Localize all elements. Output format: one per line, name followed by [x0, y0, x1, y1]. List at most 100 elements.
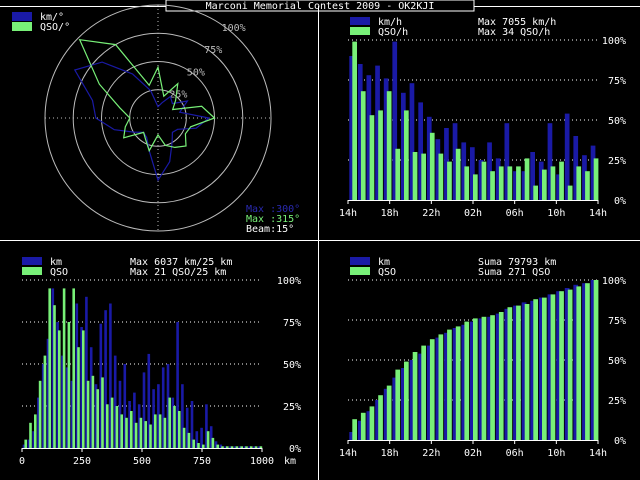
bar-qso-total [464, 321, 470, 440]
bar-qso-per-hour [593, 158, 599, 200]
bar-km [176, 322, 179, 448]
bar-km [219, 444, 223, 448]
y-tick-label: 100% [602, 36, 626, 47]
bar-km-per-hour [582, 155, 587, 200]
legend-label-km-deg: km/° [40, 12, 64, 23]
bar-km-per-hour [530, 152, 535, 200]
legend-swatch-km-total [350, 257, 370, 265]
bar-km [257, 446, 261, 448]
legend-label-qso-deg: QSO/° [40, 22, 70, 33]
bar-km-total [521, 302, 527, 440]
bar-km-per-hour [538, 161, 544, 200]
polar-ring-label: 50% [187, 68, 205, 79]
cumulative-totals-chart-panel: 0% 25% 50% 75% 100% 14h 18h 22h 02h 06h 10h 14h km Su… [339, 257, 626, 459]
bar-km-total [357, 420, 363, 440]
bar-km-total [426, 345, 432, 440]
bar-km-per-hour [513, 171, 518, 200]
bar-km-total [513, 305, 518, 440]
bar-km-per-hour [495, 158, 501, 200]
bar-km-total [573, 284, 579, 440]
polar-ring-label: 75% [204, 45, 222, 56]
x-tick-label: 14h [589, 448, 607, 459]
bar-qso [58, 330, 61, 448]
bar-qso [245, 446, 248, 448]
bar-qso-total [533, 299, 538, 440]
bar-km [229, 446, 232, 448]
bar-qso-per-hour [464, 166, 470, 200]
bar-qso [192, 439, 195, 448]
legend-swatch-km-deg [12, 12, 32, 21]
bar-qso [187, 432, 191, 448]
bar-km-total [444, 332, 449, 440]
bar-km [104, 310, 107, 448]
bar-km [99, 323, 103, 448]
bar-km-per-hour [521, 171, 527, 200]
bar-km-per-hour [409, 83, 415, 200]
legend-stat-qso-total: Suma 271 QSO [478, 267, 550, 278]
bar-km-per-hour [401, 92, 406, 200]
bar-qso-total [404, 361, 409, 440]
x-tick-label: 02h [464, 208, 482, 219]
bar-km [171, 397, 175, 448]
legend-stat-km-per-hour: Max 7055 km/h [478, 17, 556, 28]
legend-swatch-qso-total [350, 267, 370, 275]
x-tick-label: 06h [506, 208, 524, 219]
bar-qso-per-hour [533, 185, 538, 200]
bar-km [65, 367, 69, 448]
bar-km [113, 355, 117, 448]
legend-swatch-qso-deg [12, 22, 32, 31]
bar-qso-total [378, 395, 383, 440]
bar-km [51, 288, 55, 448]
bar-km-per-hour [375, 65, 380, 200]
y-tick-label: 75% [608, 76, 626, 87]
polar-ring-label: 100% [222, 23, 246, 34]
bar-km [238, 446, 242, 448]
bar-qso-per-hour [507, 166, 513, 200]
x-tick-label: 10h [547, 448, 565, 459]
bar-km-per-hour [547, 123, 553, 200]
x-tick-label: 500 [133, 456, 151, 467]
bar-qso [139, 417, 143, 448]
y-tick-label: 75% [608, 316, 626, 327]
y-tick-label: 50% [608, 116, 626, 127]
bar-km [41, 364, 45, 448]
bar-km-per-hour [444, 128, 449, 200]
bar-km [137, 404, 141, 448]
bar-km [85, 296, 88, 448]
bar-qso-per-hour [421, 153, 426, 200]
bar-qso [134, 422, 138, 448]
x-tick-label: 14h [339, 208, 357, 219]
bar-km [248, 446, 251, 448]
bar-qso [62, 288, 66, 448]
x-tick-label: 02h [464, 448, 482, 459]
polar-chart-panel: 25%50% 75%100% km/° QSO/° Max :300° Max :… [12, 4, 300, 235]
bar-qso-total [352, 419, 357, 440]
bar-km-per-hour [573, 136, 579, 200]
x-tick-label: 1000 [250, 456, 274, 467]
bar-qso [120, 414, 123, 448]
bar-qso-per-hour [369, 115, 375, 200]
bar-qso [202, 444, 205, 448]
bar-qso-per-hour [550, 166, 556, 200]
bar-qso [206, 431, 210, 448]
bar-qso-total [395, 369, 401, 440]
polar-series-km [73, 61, 211, 182]
bar-km-per-hour [426, 116, 432, 200]
polar-legend: km/° QSO/° [12, 12, 70, 33]
bar-km [142, 372, 146, 448]
legend-label-qso: QSO [50, 267, 68, 278]
bar-qso-per-hour [429, 132, 435, 200]
distance-distribution-chart-panel: 0% 25% 50% 75% 100% 0 250 500 750 1000 km km Max 603… [19, 257, 301, 467]
bar-km-per-hour [564, 113, 570, 200]
bar-km [195, 431, 199, 448]
bar-km-per-hour [478, 160, 484, 200]
bar-qso-total [369, 406, 375, 440]
bar-km [224, 446, 227, 448]
bar-km [22, 444, 26, 448]
bar-qso [82, 330, 85, 448]
bar-km-total [392, 377, 398, 440]
bar-qso-per-hour [585, 171, 590, 200]
bar-qso [259, 446, 263, 448]
bar-qso-per-hour [490, 171, 495, 200]
polar-ring-label: 25% [169, 90, 187, 101]
